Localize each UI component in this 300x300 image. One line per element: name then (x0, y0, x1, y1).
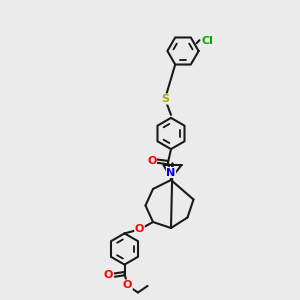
Text: O: O (147, 156, 157, 166)
Text: O: O (104, 270, 113, 280)
Text: S: S (161, 94, 169, 104)
Text: Cl: Cl (202, 35, 214, 46)
Text: O: O (123, 280, 132, 290)
Text: O: O (135, 224, 144, 235)
Text: N: N (167, 167, 176, 178)
